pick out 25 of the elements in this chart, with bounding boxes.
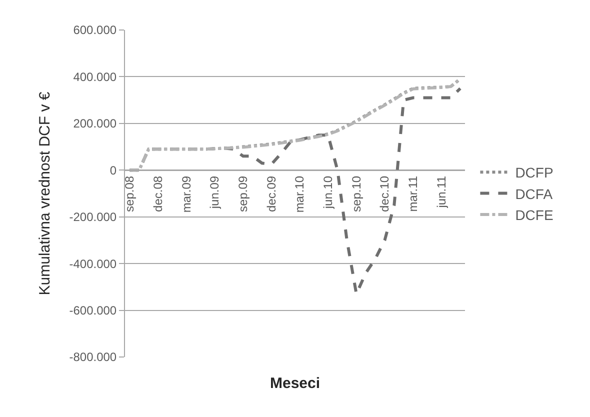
x-tick-label: jun.10 bbox=[320, 176, 335, 210]
x-tick-label: sep.09 bbox=[236, 176, 250, 212]
y-axis-title: Kumulativna vrednost DCF v € bbox=[36, 91, 54, 296]
legend-label: DCFA bbox=[515, 186, 554, 202]
legend-label: DCFP bbox=[515, 164, 554, 181]
y-tick-label: 0 bbox=[110, 163, 117, 178]
y-tick-label: -600.000 bbox=[69, 303, 117, 318]
x-tick-label: sep.10 bbox=[349, 176, 364, 212]
x-tick-label: dec.10 bbox=[378, 176, 392, 212]
x-tick-label: dec.08 bbox=[150, 176, 165, 212]
x-tick-label: dec.09 bbox=[264, 176, 278, 212]
x-tick-label: sep.08 bbox=[122, 176, 137, 212]
y-tick-label: 400.000 bbox=[73, 70, 117, 84]
x-tick-label: mar.10 bbox=[292, 176, 307, 213]
y-tick-label: -200.000 bbox=[69, 210, 117, 224]
x-tick-label: mar.09 bbox=[179, 176, 194, 213]
x-axis-title: Meseci bbox=[270, 375, 320, 392]
y-tick-label: -400.000 bbox=[69, 256, 117, 271]
y-tick-label: -800.000 bbox=[69, 350, 117, 364]
x-tick-label: jun.09 bbox=[208, 176, 222, 210]
x-tick-label: mar.11 bbox=[406, 176, 420, 212]
y-tick-label: 600.000 bbox=[73, 23, 117, 38]
x-tick-label: jun.11 bbox=[434, 176, 448, 209]
y-tick-label: 200.000 bbox=[73, 116, 117, 131]
legend-label: DCFE bbox=[515, 206, 554, 223]
